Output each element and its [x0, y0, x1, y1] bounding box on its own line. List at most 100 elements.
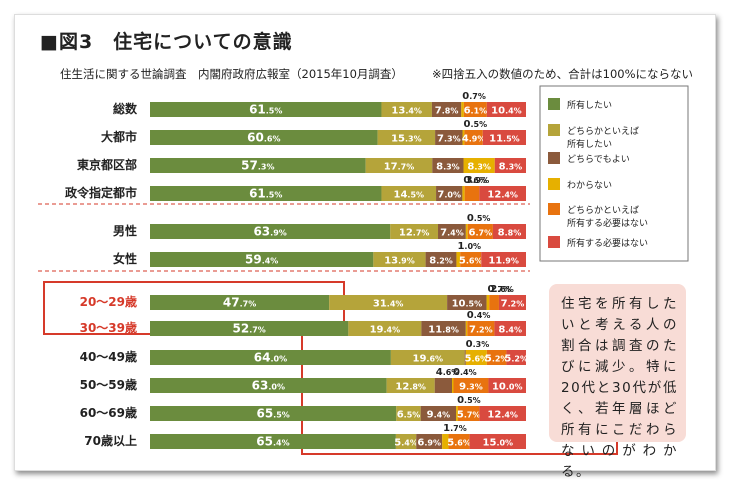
bar-segment	[150, 102, 382, 117]
legend-swatch	[548, 236, 560, 248]
bar-segment	[150, 406, 397, 421]
bar-segment	[492, 224, 526, 239]
data-label: 0.4%	[467, 310, 491, 321]
data-label: 4.9%	[462, 134, 486, 145]
bar-segment	[150, 130, 378, 145]
bar-segment	[460, 252, 482, 267]
bar-segment	[494, 321, 526, 336]
data-label: 11.9%	[488, 256, 519, 267]
category-label: 50〜59歳	[80, 377, 137, 392]
data-label: 10.0%	[492, 382, 523, 393]
bar-segment	[448, 434, 470, 449]
bar-segment	[436, 186, 463, 201]
bar-segment	[452, 378, 454, 393]
bar-segment	[447, 295, 487, 310]
data-label: 8.8%	[498, 228, 522, 239]
data-label: 11.5%	[489, 134, 520, 145]
bar-segment	[489, 295, 499, 310]
data-label: 0.7%	[488, 284, 512, 295]
data-label: 2.6%	[490, 284, 514, 295]
data-label: 0.5%	[457, 395, 481, 406]
data-label: 7.2%	[469, 325, 493, 336]
data-label: 13.4%	[391, 106, 422, 117]
data-label: 7.0%	[437, 190, 461, 201]
data-label: 0.5%	[467, 213, 491, 224]
bar-segment	[432, 158, 464, 173]
data-label: 17.7%	[384, 162, 415, 173]
bar-segment	[442, 434, 449, 449]
data-label: 65.4%	[256, 435, 289, 449]
data-label: 15.3%	[391, 134, 422, 145]
bar-segment	[396, 406, 421, 421]
data-label: 5.6%	[465, 354, 489, 365]
data-label: 19.4%	[370, 325, 401, 336]
bar-segment	[498, 295, 526, 310]
bar-segment	[486, 102, 526, 117]
legend-swatch	[548, 152, 560, 164]
data-label: 0.3%	[466, 339, 490, 350]
bar-segment	[465, 224, 468, 239]
data-label: 9.4%	[427, 410, 451, 421]
bar-segment	[486, 350, 507, 365]
data-label: 19.6%	[412, 354, 443, 365]
bar-segment	[416, 434, 443, 449]
data-label: 5.6%	[459, 256, 483, 267]
bar-segment	[386, 378, 435, 393]
data-label: 10.4%	[491, 106, 522, 117]
bar-segment	[395, 434, 417, 449]
bar-segment	[456, 252, 461, 267]
data-label: 13.9%	[384, 256, 415, 267]
bar-segment	[494, 158, 526, 173]
bar-segment	[465, 350, 487, 365]
legend-label: わからない	[567, 180, 612, 191]
category-label: 総数	[113, 101, 138, 116]
legend-label: どちらかといえば	[567, 205, 639, 216]
chart-title: ■図3 住宅についての意識	[40, 31, 293, 53]
data-label: 0.6%	[463, 175, 487, 186]
data-label: 61.5%	[249, 187, 282, 201]
data-label: 6.9%	[417, 438, 441, 449]
bar-segment	[462, 130, 465, 145]
category-label: 男性	[113, 223, 137, 238]
data-label: 8.2%	[429, 256, 453, 267]
category-label: 20〜29歳	[80, 294, 137, 309]
bar-segment	[373, 252, 426, 267]
legend-label: 所有したい	[567, 138, 612, 150]
bar-segment	[453, 378, 489, 393]
category-label: 60〜69歳	[80, 405, 137, 420]
data-label: 12.7%	[399, 228, 430, 239]
legend-swatch	[548, 124, 560, 136]
bar-segment	[150, 252, 374, 267]
data-label: 5.6%	[447, 438, 471, 449]
data-label: 1.7%	[443, 423, 467, 434]
category-label: 女性	[113, 251, 137, 266]
data-label: 15.0%	[483, 438, 514, 449]
bar-segment	[348, 321, 422, 336]
bar-segment	[462, 186, 465, 201]
bar-segment	[329, 295, 448, 310]
bar-segment	[435, 130, 463, 145]
bar-segment	[464, 186, 480, 201]
bar-segment	[438, 224, 466, 239]
bar-segment	[467, 224, 493, 239]
data-label: 57.3%	[241, 159, 274, 173]
bar-segment	[381, 186, 437, 201]
data-label: 59.4%	[245, 253, 278, 267]
data-label: 5.4%	[394, 438, 418, 449]
bar-segment	[150, 434, 396, 449]
bar-segment	[461, 102, 464, 117]
data-label: 6.1%	[464, 106, 488, 117]
data-label: 11.8%	[428, 325, 459, 336]
chart-subtitle: 住生活に関する世論調査 内閣府政府広報室（2015年10月調査）	[60, 67, 403, 81]
bar-segment	[464, 130, 483, 145]
bar-segment	[463, 102, 487, 117]
bar-segment	[150, 224, 391, 239]
data-label: 12.4%	[487, 190, 518, 201]
bar-segment	[464, 350, 466, 365]
bar-segment	[150, 186, 382, 201]
data-label: 12.4%	[487, 410, 518, 421]
category-label: 30〜39歳	[80, 320, 137, 335]
bar-segment	[420, 406, 457, 421]
category-label: 東京都区部	[77, 157, 137, 172]
